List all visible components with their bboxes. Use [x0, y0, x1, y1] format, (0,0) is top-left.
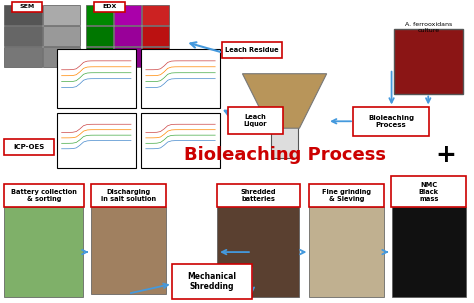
Bar: [217, 208, 300, 297]
Bar: [142, 47, 169, 67]
Bar: [114, 26, 141, 46]
Bar: [310, 208, 383, 297]
Text: A. ferrooxidans
culture: A. ferrooxidans culture: [405, 22, 452, 33]
Bar: [114, 5, 141, 25]
Text: Fine grinding
& Sieving: Fine grinding & Sieving: [322, 189, 371, 202]
Bar: [4, 26, 42, 46]
Bar: [57, 49, 136, 108]
Text: ICP-OES: ICP-OES: [13, 144, 45, 150]
Bar: [141, 49, 220, 108]
Text: Leach Residue: Leach Residue: [225, 47, 279, 53]
FancyBboxPatch shape: [94, 2, 125, 12]
FancyBboxPatch shape: [222, 42, 282, 58]
Bar: [114, 47, 141, 67]
Text: SEM: SEM: [19, 4, 35, 9]
Text: Leach
Liquor: Leach Liquor: [244, 114, 267, 127]
FancyBboxPatch shape: [354, 107, 428, 136]
Bar: [43, 26, 81, 46]
FancyBboxPatch shape: [172, 265, 252, 299]
Polygon shape: [242, 74, 327, 128]
Text: EDX: EDX: [102, 4, 117, 9]
FancyBboxPatch shape: [91, 184, 166, 207]
Bar: [91, 208, 165, 294]
Text: NMC
Black
mass: NMC Black mass: [419, 181, 439, 201]
Bar: [4, 208, 83, 297]
Bar: [142, 5, 169, 25]
Bar: [86, 5, 113, 25]
FancyBboxPatch shape: [4, 138, 54, 155]
FancyBboxPatch shape: [4, 184, 84, 207]
Text: Discharging
in salt solution: Discharging in salt solution: [101, 189, 156, 202]
Bar: [43, 5, 81, 25]
Text: Bioleaching
Process: Bioleaching Process: [368, 115, 414, 128]
Bar: [86, 26, 113, 46]
Bar: [142, 26, 169, 46]
Bar: [57, 113, 136, 168]
FancyBboxPatch shape: [228, 107, 283, 134]
Text: Battery collection
& sorting: Battery collection & sorting: [11, 189, 77, 202]
FancyBboxPatch shape: [217, 184, 300, 207]
Bar: [4, 47, 42, 67]
Bar: [86, 47, 113, 67]
Bar: [141, 113, 220, 168]
Text: Shredded
batteries: Shredded batteries: [240, 189, 276, 202]
FancyBboxPatch shape: [11, 2, 42, 12]
Bar: [271, 126, 299, 158]
Bar: [4, 5, 42, 25]
Text: Mechanical
Shredding: Mechanical Shredding: [188, 272, 237, 291]
Bar: [43, 47, 81, 67]
Text: +: +: [436, 143, 456, 167]
Bar: [392, 208, 466, 297]
Text: Bioleaching Process: Bioleaching Process: [183, 146, 385, 164]
FancyBboxPatch shape: [391, 176, 466, 207]
FancyBboxPatch shape: [309, 184, 384, 207]
Bar: [393, 29, 463, 94]
